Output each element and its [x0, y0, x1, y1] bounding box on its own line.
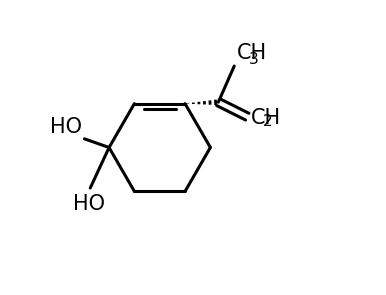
Text: CH: CH — [237, 43, 267, 63]
Text: HO: HO — [49, 117, 81, 137]
Text: CH: CH — [251, 108, 281, 128]
Text: HO: HO — [73, 194, 105, 214]
Text: 3: 3 — [249, 52, 259, 67]
Text: 2: 2 — [263, 114, 273, 130]
